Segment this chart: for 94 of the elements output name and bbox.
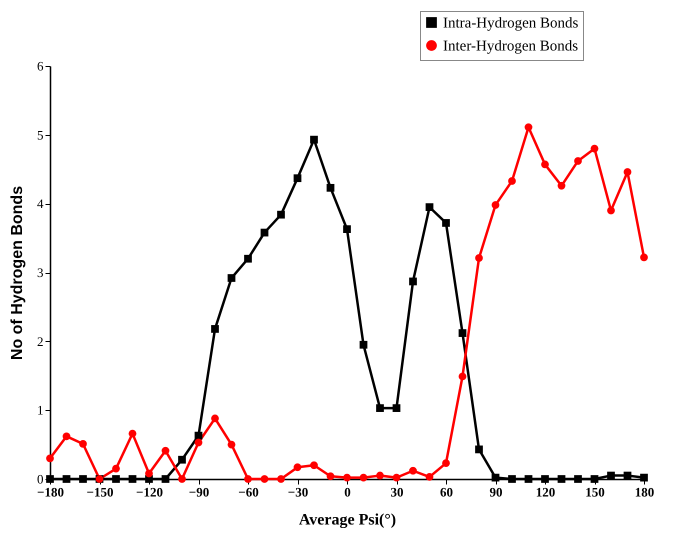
point — [426, 473, 434, 481]
point — [590, 144, 598, 152]
y-tick-label: 3 — [37, 265, 44, 280]
point — [409, 466, 417, 475]
point — [574, 475, 582, 483]
point — [524, 123, 532, 132]
x-tick-label: −150 — [86, 484, 114, 500]
point — [607, 206, 615, 214]
point — [442, 219, 450, 227]
point — [244, 475, 252, 483]
point — [260, 475, 268, 483]
point — [524, 475, 532, 483]
point — [392, 404, 400, 412]
point — [607, 472, 615, 480]
legend-label: Inter-Hydrogen Bonds — [443, 38, 578, 54]
point — [128, 430, 136, 438]
x-tick-label: 60 — [440, 484, 453, 500]
point — [162, 475, 170, 483]
point — [145, 470, 153, 478]
point — [260, 228, 268, 236]
point — [194, 432, 202, 440]
y-tick-label: 4 — [37, 196, 44, 212]
x-tick-label: 150 — [585, 484, 605, 500]
point — [162, 446, 170, 455]
point — [590, 475, 598, 483]
point — [640, 474, 648, 482]
point — [294, 463, 302, 472]
point — [376, 404, 384, 412]
point — [426, 203, 434, 211]
y-tick-label: 2 — [37, 334, 44, 349]
point — [310, 461, 318, 470]
point — [574, 157, 582, 165]
point — [541, 475, 549, 483]
point — [178, 475, 186, 483]
point — [277, 210, 285, 219]
point — [508, 475, 516, 483]
point — [112, 464, 120, 473]
point — [508, 177, 516, 185]
x-tick-label: −90 — [188, 484, 210, 500]
point — [492, 474, 500, 482]
point — [458, 329, 466, 337]
point — [392, 474, 400, 482]
point — [178, 456, 186, 464]
point — [244, 254, 252, 263]
point — [112, 475, 120, 483]
point — [409, 278, 417, 286]
point — [62, 432, 70, 440]
point — [211, 414, 219, 422]
legend-label: Intra-Hydrogen Bonds — [443, 16, 579, 32]
point — [211, 325, 219, 333]
x-tick-label: −30 — [288, 484, 308, 500]
point — [62, 475, 70, 483]
x-tick-label: 90 — [490, 484, 502, 500]
point — [194, 438, 202, 446]
point — [558, 475, 566, 483]
x-tick-label: −120 — [136, 484, 163, 500]
point — [294, 174, 302, 182]
point — [376, 472, 384, 480]
y-tick-label: 0 — [37, 472, 44, 486]
point — [277, 475, 285, 483]
y-axis-title: No of Hydrogen Bonds — [9, 186, 26, 360]
point — [228, 274, 236, 282]
point — [310, 136, 318, 144]
point — [79, 440, 87, 448]
y-tick-label: 1 — [37, 402, 44, 418]
point — [360, 340, 368, 349]
x-tick-label: 120 — [536, 484, 556, 500]
point — [624, 168, 632, 176]
point — [128, 475, 136, 483]
point — [541, 160, 549, 168]
point — [442, 459, 450, 468]
x-tick-label: −180 — [37, 484, 64, 500]
point — [79, 475, 87, 483]
point — [343, 225, 351, 234]
x-tick-label: 180 — [634, 484, 654, 500]
point — [228, 440, 236, 448]
y-tick-label: 6 — [37, 58, 44, 74]
point — [360, 474, 368, 482]
point — [326, 472, 334, 480]
point — [624, 472, 632, 480]
point — [640, 253, 648, 262]
point — [492, 201, 500, 209]
point — [475, 446, 483, 454]
x-tick-label: −60 — [238, 484, 259, 500]
point — [343, 474, 351, 482]
x-tick-label: 0 — [344, 484, 351, 500]
x-tick-label: 30 — [390, 484, 404, 500]
x-axis-title: Average Psi(°) — [298, 512, 396, 528]
point — [458, 372, 466, 380]
point — [46, 454, 54, 462]
y-tick-label: 5 — [37, 127, 44, 142]
point — [326, 184, 334, 192]
point — [475, 254, 483, 262]
point — [558, 182, 566, 190]
